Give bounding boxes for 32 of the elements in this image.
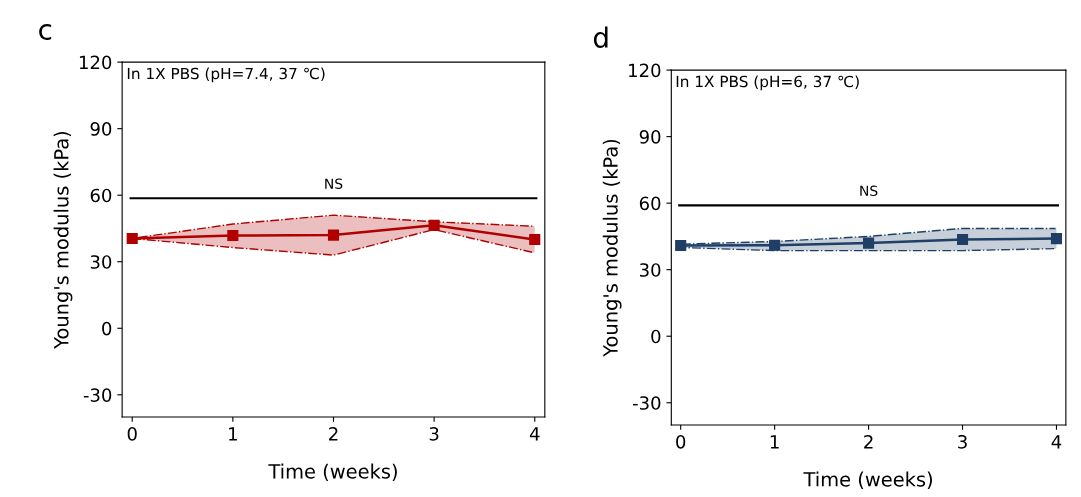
x-tick-label: 3 <box>429 427 439 441</box>
x-tick-label: 2 <box>329 427 338 441</box>
x-tick-label: 1 <box>229 427 237 441</box>
y-tick-label: 90 <box>90 122 112 136</box>
x-tick-label: 2 <box>864 434 873 449</box>
chart-title: c <box>39 24 52 40</box>
chart-title: d <box>593 26 608 48</box>
x-tick-label: 3 <box>958 434 967 449</box>
y-tick-label: 60 <box>90 188 112 203</box>
y-tick-label: 90 <box>639 130 661 144</box>
y-tick-label: -30 <box>83 388 112 402</box>
x-tick-label: 4 <box>1051 435 1062 449</box>
annotation: In 1X PBS (pH=6, 37 ℃) <box>676 75 859 91</box>
y-tick-label: 0 <box>651 329 661 344</box>
y-tick-label: 120 <box>79 55 112 70</box>
y-tick-label: -30 <box>632 396 661 410</box>
annotation: In 1X PBS (pH=7.4, 37 ℃) <box>127 67 325 83</box>
y-axis-title: Young's modulus (kPa) <box>602 139 622 357</box>
y-tick-label: 0 <box>102 321 112 336</box>
ref-line-label: NS <box>325 178 343 189</box>
x-axis-title: Time (weeks) <box>268 463 397 481</box>
y-tick-label: 60 <box>639 196 661 211</box>
y-tick-label: 30 <box>90 255 112 269</box>
ref-line-label: NS <box>860 185 878 197</box>
y-tick-label: 30 <box>639 263 661 277</box>
x-tick-label: 0 <box>676 434 686 449</box>
x-tick-label: 1 <box>770 435 779 449</box>
x-axis-title: Time (weeks) <box>803 471 932 489</box>
x-tick-label: 4 <box>529 427 540 441</box>
y-axis-title: Young's modulus (kPa) <box>53 131 73 349</box>
y-tick-label: 120 <box>629 63 661 78</box>
x-tick-label: 0 <box>127 427 137 441</box>
